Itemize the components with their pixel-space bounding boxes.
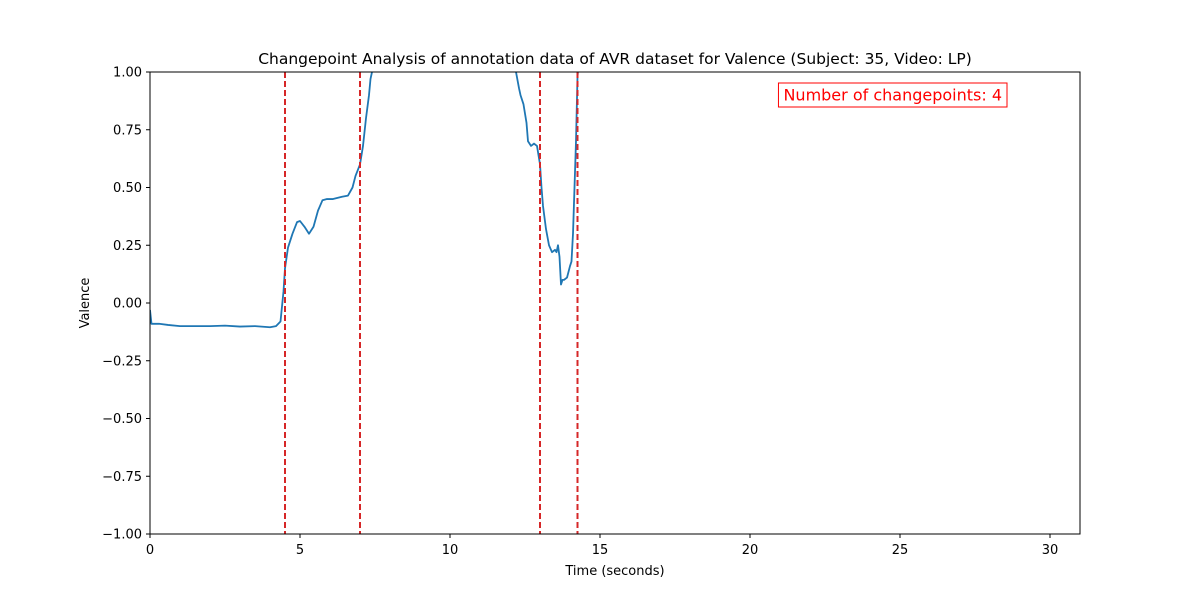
x-tick-label: 5: [296, 543, 304, 558]
x-tick-label: 10: [442, 543, 459, 558]
x-tick-label: 25: [892, 543, 909, 558]
x-tick-label: 20: [742, 543, 759, 558]
y-tick-label: 0.25: [113, 239, 142, 254]
y-tick-label: 0.50: [113, 181, 142, 196]
y-tick-label: −1.00: [102, 528, 142, 543]
annotation-text: Number of changepoints: 4: [783, 86, 1002, 105]
y-tick-label: −0.75: [102, 470, 142, 485]
y-tick-label: 1.00: [113, 66, 142, 81]
series-line-2: [515, 72, 579, 286]
x-tick-label: 0: [146, 543, 154, 558]
y-tick-label: 0.00: [113, 297, 142, 312]
annotation-box: [777, 82, 1008, 108]
x-tick-label: 15: [592, 543, 609, 558]
x-axis-label: Time (seconds): [564, 564, 664, 579]
series-line-1: [150, 72, 373, 329]
y-tick-label: −0.50: [102, 412, 142, 427]
y-axis-label: Valence: [78, 278, 93, 329]
chart-title: Changepoint Analysis of annotation data …: [258, 50, 972, 68]
plot-frame: [149, 71, 1081, 535]
plot-area: 0 5 10 15 20 25 30 −1.00 −0.75 −0.50 −0.25 0.00 0.25…: [102, 66, 1081, 558]
y-tick-label: 0.75: [113, 123, 142, 138]
changepoint-count-annotation: Number of changepoints: 4: [777, 82, 1008, 108]
x-tick-label: 30: [1042, 543, 1059, 558]
y-tick-label: −0.25: [102, 354, 142, 369]
